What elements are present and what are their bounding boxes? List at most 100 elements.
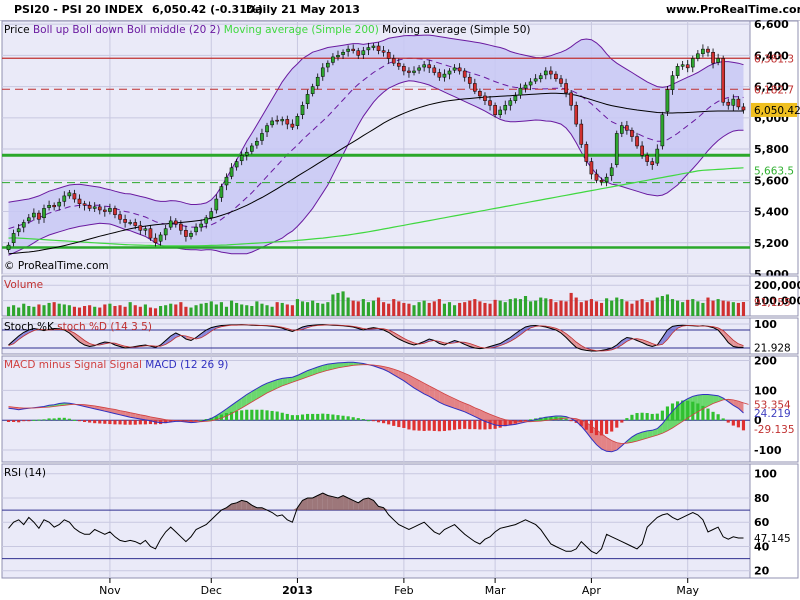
volume-bar [529,301,533,316]
candle-body [138,225,143,231]
macd-fill-segment [733,399,739,409]
volume-bar [686,299,690,316]
candle-body [153,237,158,244]
volume-bar [224,306,229,316]
candle-body [620,125,624,134]
volume-bar [280,302,284,316]
macd-histogram-bar [270,410,274,421]
macd-histogram-bar [366,420,370,422]
stochastic-fill-segment [74,333,80,342]
macd-histogram-bar [589,420,593,434]
stochastic-fill-segment [165,336,171,345]
macd-histogram-bar [331,414,335,421]
macd-histogram-bar [706,408,710,421]
volume-bar [189,307,193,316]
macd-histogram-bar [422,420,426,431]
rsi-overbought-fill [256,507,262,511]
macd-tick-label: 100 [754,384,777,397]
macd-histogram-bar [605,420,609,434]
macd-fill-segment [631,433,638,443]
volume-bar [265,305,269,316]
stochastic-fill-segment [13,336,19,344]
stochastic-fill-segment [515,330,521,339]
rsi-tick-label: 80 [754,492,770,505]
volume-bar [179,302,183,316]
macd-histogram-bar [544,416,548,421]
macd-histogram-bar [676,401,680,421]
macd-histogram-bar [209,417,213,421]
volume-bar [341,291,345,316]
volume-bar [564,301,568,316]
candle-body [599,180,604,183]
macd-histogram-bar [554,416,558,421]
candle-body [244,151,249,156]
volume-axis [749,275,799,317]
macd-histogram-bar [57,417,61,421]
rsi-overbought-fill [343,495,349,511]
macd-fill-segment [662,417,668,434]
macd-histogram-bar [625,418,629,421]
volume-bar [255,301,259,316]
rsi-overbought-fill [241,500,247,511]
rsi-overbought-fill [317,493,323,511]
volume-bar [554,302,558,316]
price-tick-label: 6,200 [754,81,789,94]
macd-fill-segment [332,362,338,370]
volume-bar [93,306,97,316]
macd-fill-segment [459,401,465,412]
volume-bar [549,299,553,316]
volume-bar [458,302,462,316]
macd-histogram-bar [382,420,386,424]
candle-body [184,230,188,237]
candle-body [260,133,264,141]
candle-body [224,176,229,186]
stochastic-value-tag: 21.928 [754,342,791,354]
candle-body [630,130,634,137]
volume-bar [275,302,279,316]
macd-histogram-bar [691,401,695,421]
macd-histogram-bar [88,420,92,423]
stochastic-fill-segment [667,326,673,340]
macd-histogram-bar [478,420,482,430]
site-url[interactable]: www.ProRealTime.com [666,3,800,16]
candle-body [280,119,285,122]
volume-bar [316,302,320,316]
candle-body [381,50,386,53]
x-axis-label: Feb [394,584,413,597]
volume-bar [559,300,563,316]
period-label: Daily 21 May 2013 [246,3,360,16]
macd-histogram-bar [12,420,16,422]
rsi-overbought-fill [378,506,384,511]
candle-body [523,84,528,89]
macd-fill-segment [272,379,278,391]
macd-histogram-bar [316,413,320,421]
macd-histogram-bar [412,420,416,431]
volume-bar [164,305,168,316]
volume-bar [640,299,644,316]
stochastic-fill-segment [505,337,511,344]
candle-body [229,167,234,177]
volume-bar [123,306,127,316]
macd-histogram-bar [67,418,71,421]
macd-histogram-bar [123,420,127,425]
rsi-overbought-fill [251,505,257,511]
macd-legend-entry: MACD (12 26 9) [145,359,228,371]
volume-bar [417,302,421,316]
candle-body [478,91,482,97]
stochastic-fill-segment [185,336,191,341]
volume-bar [37,304,41,316]
volume-bar [523,296,528,316]
candle-body [473,83,477,92]
rsi-overbought-fill [226,504,232,511]
x-axis-label: May [676,584,699,597]
volume-bar [214,304,218,316]
candle-body [625,125,629,131]
candle-body [574,105,579,125]
stochastic-fill-segment [206,327,212,335]
macd-fill-segment [601,433,607,452]
candle-body [62,195,67,202]
candle-body [361,50,366,55]
candle-body [422,64,426,68]
candle-body [320,67,325,77]
candle-body [290,123,295,128]
